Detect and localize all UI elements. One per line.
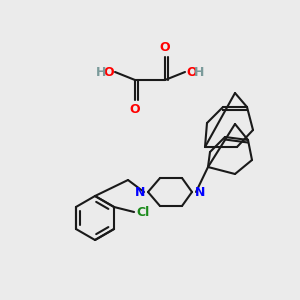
Text: H: H	[96, 65, 106, 79]
Text: N: N	[135, 185, 145, 199]
Text: O: O	[186, 65, 196, 79]
Text: Cl: Cl	[136, 206, 149, 218]
Text: O: O	[160, 41, 170, 54]
Text: N: N	[195, 185, 206, 199]
Text: H: H	[194, 65, 204, 79]
Text: O: O	[103, 65, 114, 79]
Text: O: O	[130, 103, 140, 116]
